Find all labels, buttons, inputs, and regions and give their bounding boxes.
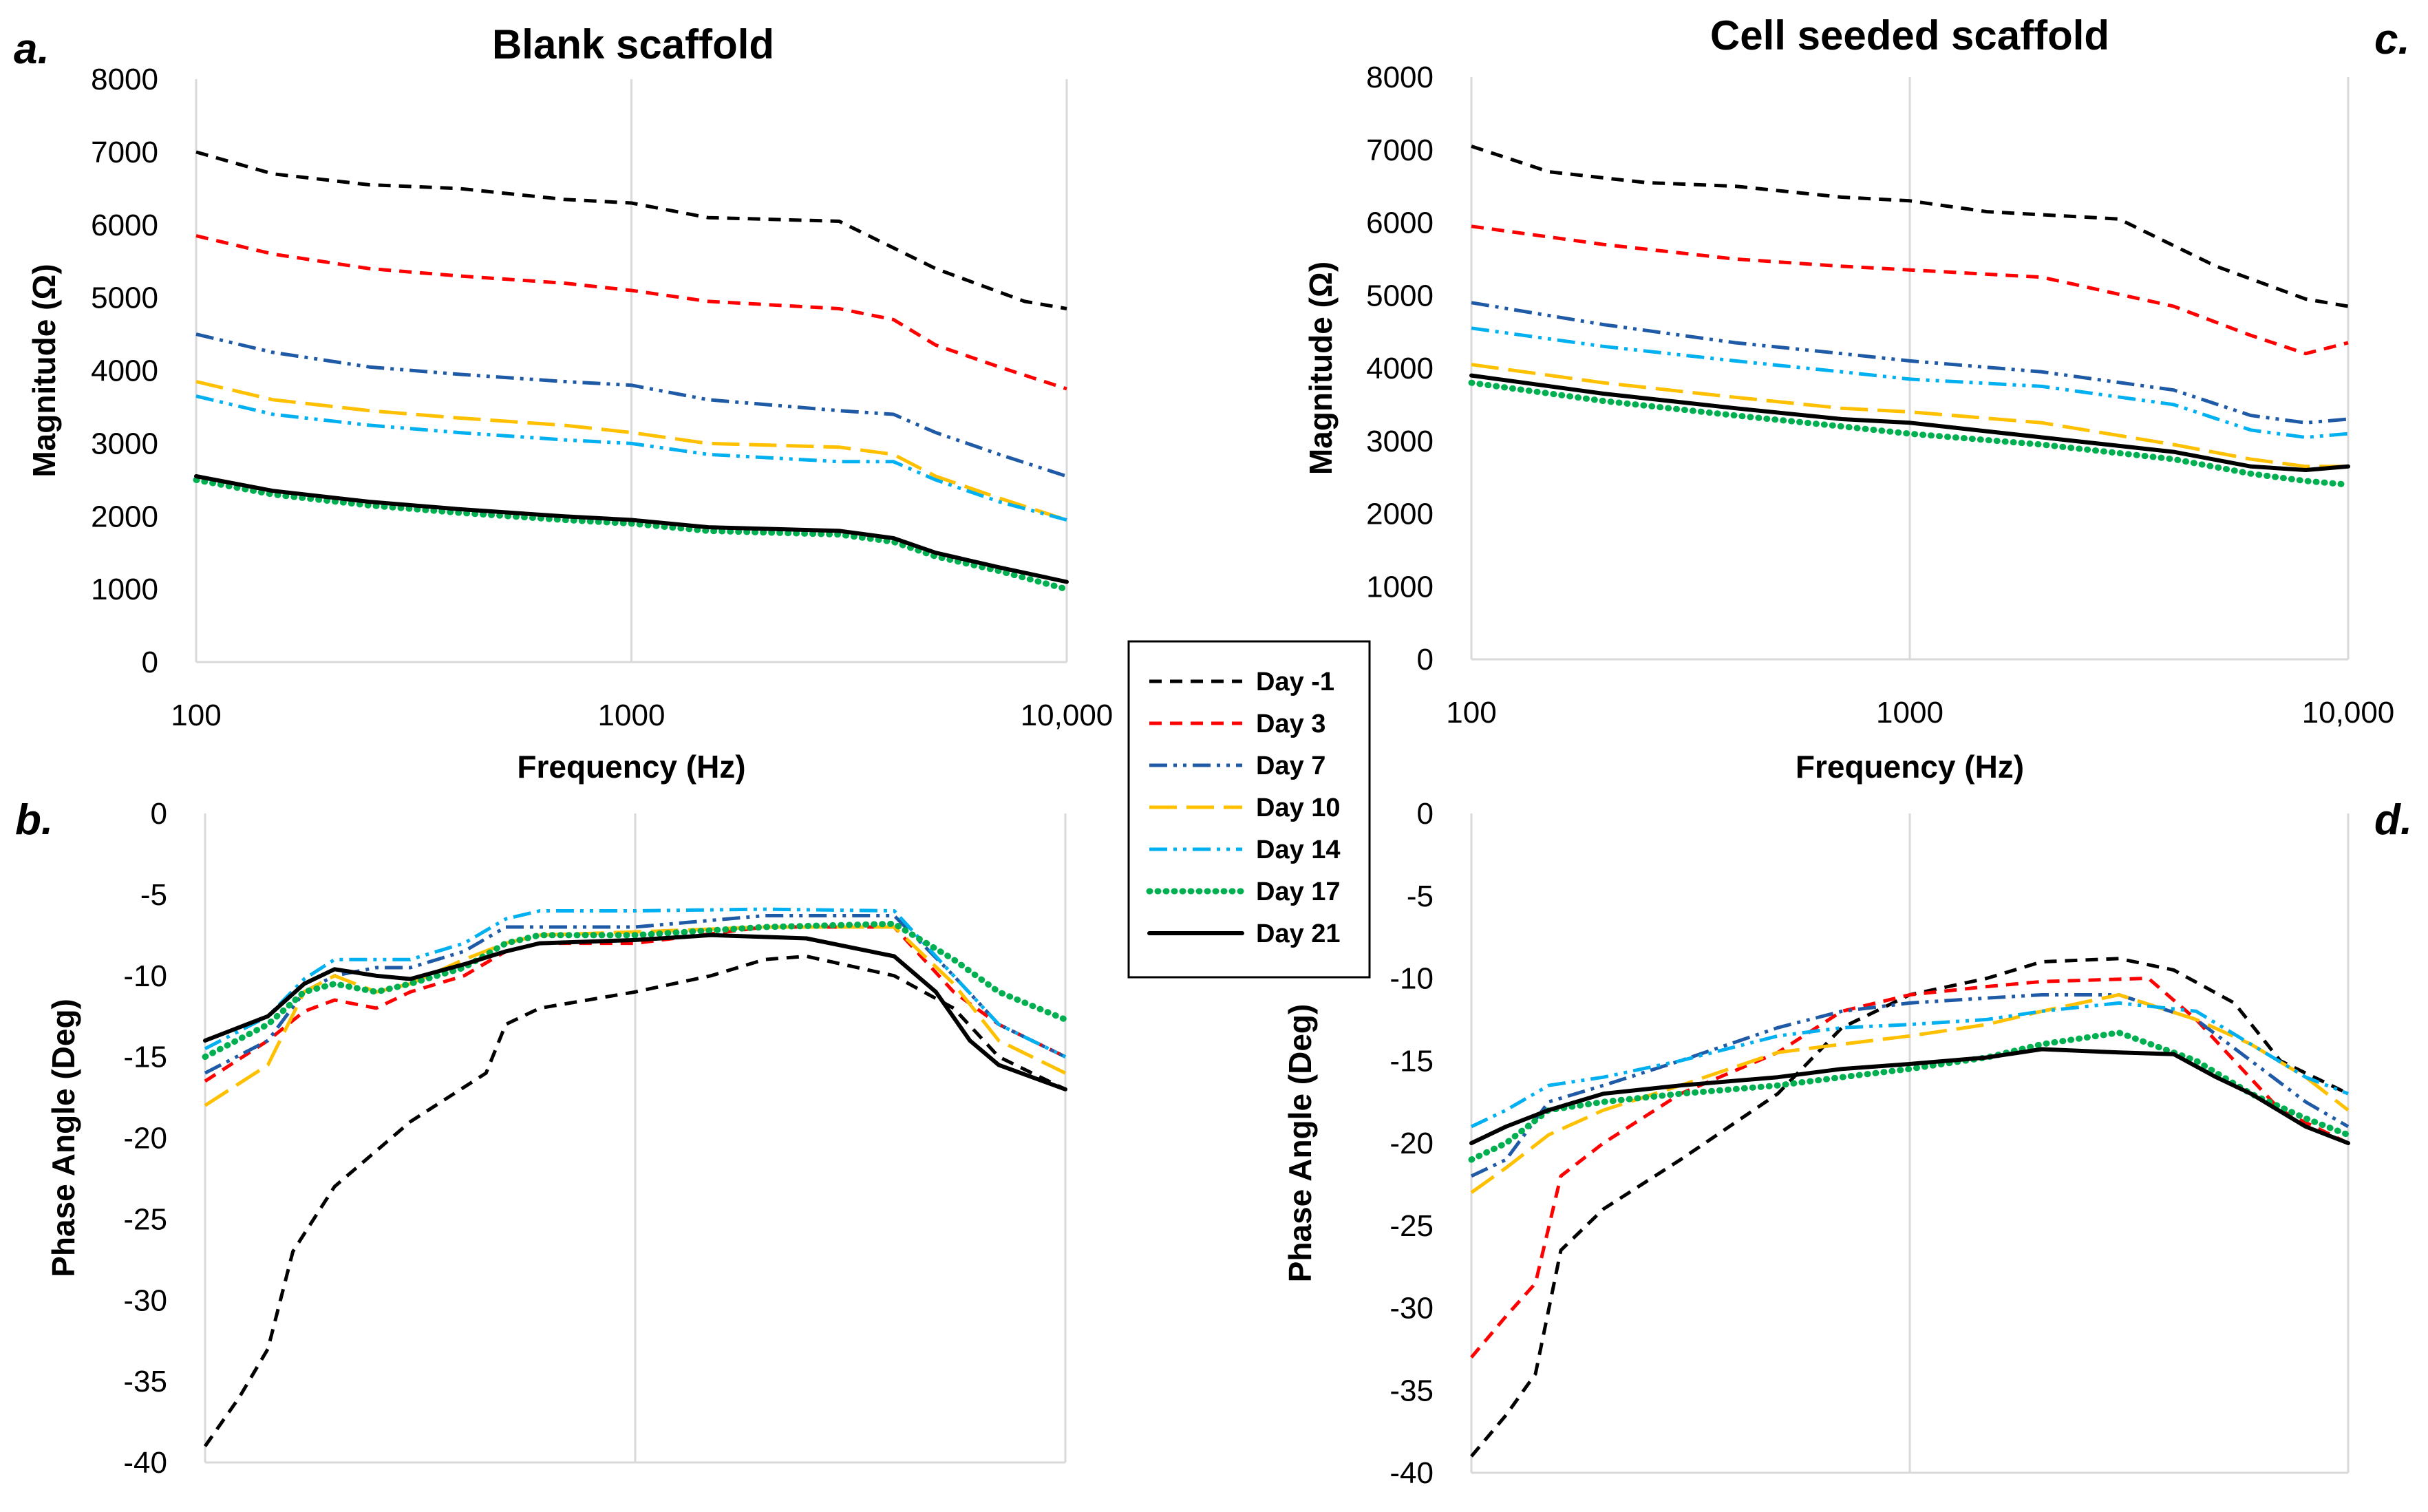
panel-b-phase-blank: 0 -5 -10 -15 -20 -25 -30 -35 -40 Phase Angle (Deg… — [45, 797, 1069, 1480]
series-line-c-day-7 — [1471, 301, 2349, 425]
ytick-c-6000: 6000 — [1366, 206, 1434, 240]
panel-c-magnitude-cell-seeded: 0 1000 2000 3000 4000 5000 6000 7000 8000 100 1000… — [1303, 12, 2394, 785]
legend-label-day-1: Day -1 — [1256, 668, 1334, 696]
ytick-b-25: -25 — [123, 1202, 167, 1236]
panel-letter-c: c. — [2374, 16, 2410, 63]
legend-label-day-14: Day 14 — [1256, 835, 1341, 864]
series-line-b-day-1 — [203, 955, 1067, 1447]
series-line-c-day-10 — [1471, 363, 2348, 469]
xtick-a-1000: 1000 — [598, 699, 665, 732]
ytick-b-20: -20 — [123, 1122, 167, 1156]
ytick-b-35: -35 — [123, 1365, 167, 1398]
ytick-d-40: -40 — [1389, 1456, 1434, 1490]
legend: Day -1 Day 3 Day 7 Day 10 Day 14 Day 17 Day 21 — [1127, 640, 1371, 979]
panel-letter-d: d. — [2374, 796, 2412, 844]
ytick-c-4000: 4000 — [1366, 352, 1434, 385]
ytick-c-8000: 8000 — [1366, 61, 1434, 94]
chart-title-a: Blank scaffold — [492, 21, 774, 67]
legend-label-day-17: Day 17 — [1256, 877, 1341, 906]
series-line-a-day-17 — [193, 476, 1070, 593]
series-line-d-day-14 — [1470, 1001, 2349, 1129]
ytick-c-3000: 3000 — [1366, 425, 1434, 458]
ytick-d-20: -20 — [1389, 1127, 1434, 1160]
series-line-a-day-7 — [195, 332, 1067, 478]
ytick-a-4000: 4000 — [91, 354, 158, 388]
ytick-b-10: -10 — [123, 959, 167, 993]
ytick-b-0: 0 — [151, 797, 167, 831]
ytick-c-1000: 1000 — [1366, 570, 1434, 604]
xtick-c-1000: 1000 — [1876, 696, 1944, 730]
ytick-a-7000: 7000 — [91, 136, 158, 169]
xtick-c-100: 100 — [1446, 696, 1496, 730]
xtick-a-100: 100 — [171, 699, 221, 732]
ytick-b-30: -30 — [123, 1284, 167, 1317]
ytick-c-0: 0 — [1417, 643, 1434, 677]
legend-label-day-10: Day 10 — [1256, 794, 1341, 822]
series-line-c-day-3 — [1471, 224, 2349, 356]
series-line-a-day-1 — [195, 150, 1067, 310]
x-axis-label-c: Frequency (Hz) — [1796, 749, 2024, 785]
ytick-a-1000: 1000 — [91, 573, 158, 606]
series-line-c-day-21 — [1469, 373, 2350, 472]
ytick-d-15: -15 — [1389, 1044, 1434, 1078]
legend-label-day-3: Day 3 — [1256, 710, 1325, 738]
ytick-d-30: -30 — [1389, 1292, 1434, 1325]
panel-letter-b: b. — [15, 796, 53, 844]
ytick-b-5: -5 — [140, 878, 167, 912]
ytick-c-2000: 2000 — [1366, 498, 1434, 531]
ytick-a-2000: 2000 — [91, 500, 158, 533]
series-line-c-day-14 — [1471, 326, 2349, 439]
ytick-b-15: -15 — [123, 1041, 167, 1074]
series-line-d-day-1 — [1470, 957, 2350, 1458]
y-axis-label-a: Magnitude (Ω) — [26, 264, 62, 477]
y-axis-label-b: Phase Angle (Deg) — [45, 999, 81, 1277]
panel-d-phase-cell-seeded: 0 -5 -10 -15 -20 -25 -30 -35 -40 Phase Angle (Deg… — [1282, 797, 2352, 1490]
ytick-a-6000: 6000 — [91, 209, 158, 242]
x-axis-label-a: Frequency (Hz) — [517, 749, 745, 785]
ytick-c-5000: 5000 — [1366, 279, 1434, 312]
series-line-c-day-1 — [1471, 145, 2349, 308]
legend-label-day-21: Day 21 — [1256, 919, 1341, 948]
y-axis-label-d: Phase Angle (Deg) — [1282, 1004, 1318, 1283]
xtick-a-10-000: 10,000 — [1021, 699, 1114, 732]
panel-a-magnitude-blank: 0 1000 2000 3000 4000 5000 6000 7000 8000 100 1000… — [26, 21, 1113, 785]
series-line-d-day-21 — [1469, 1047, 2350, 1145]
ytick-a-5000: 5000 — [91, 281, 158, 315]
ytick-d-25: -25 — [1389, 1209, 1434, 1243]
series-line-a-day-10 — [195, 379, 1067, 522]
ytick-b-40: -40 — [123, 1446, 167, 1480]
ytick-a-0: 0 — [142, 646, 158, 679]
legend-box — [1127, 640, 1371, 979]
series-line-b-day-14 — [204, 907, 1067, 1058]
ytick-d-5: -5 — [1407, 880, 1434, 913]
ytick-d-0: 0 — [1417, 797, 1434, 831]
ytick-a-3000: 3000 — [91, 427, 158, 460]
ytick-c-7000: 7000 — [1366, 134, 1434, 167]
ytick-d-35: -35 — [1389, 1374, 1434, 1407]
panel-letter-a: a. — [14, 25, 50, 73]
legend-label-day-7: Day 7 — [1256, 752, 1325, 780]
series-line-a-day-3 — [195, 234, 1067, 391]
ytick-d-10: -10 — [1389, 962, 1434, 996]
chart-title-c: Cell seeded scaffold — [1710, 12, 2109, 58]
series-line-d-day-3 — [1470, 977, 2350, 1359]
series-line-a-day-21 — [194, 474, 1069, 584]
series-line-d-day-7 — [1470, 993, 2350, 1178]
y-axis-label-c: Magnitude (Ω) — [1303, 262, 1339, 475]
ytick-a-8000: 8000 — [91, 63, 158, 96]
series-line-b-day-21 — [203, 933, 1067, 1092]
series-line-b-day-17 — [202, 920, 1069, 1061]
series-line-d-day-17 — [1468, 1030, 2352, 1163]
xtick-c-10-000: 10,000 — [2302, 696, 2395, 730]
series-line-a-day-14 — [195, 394, 1067, 522]
series-line-c-day-17 — [1468, 379, 2352, 488]
series-line-d-day-10 — [1470, 993, 2350, 1194]
